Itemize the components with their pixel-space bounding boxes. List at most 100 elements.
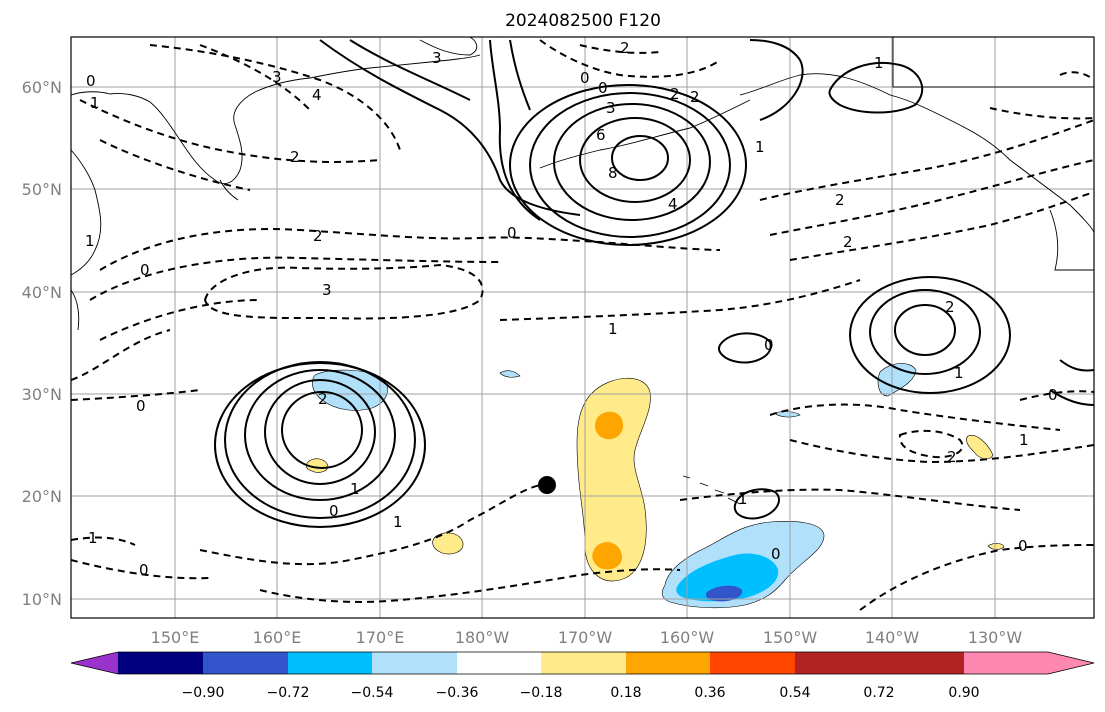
positive-anomaly-core xyxy=(592,542,623,570)
colorbar-extend-low xyxy=(71,652,118,674)
contour-label: 2 xyxy=(843,233,853,251)
contour-label: 3 xyxy=(432,49,442,67)
contour-label: 0 xyxy=(598,79,608,97)
negative-anomaly-core xyxy=(676,553,779,602)
colorbar: −0.90 −0.72 −0.54 −0.36 −0.18 0.18 0.36 … xyxy=(70,651,1095,701)
lat-label: 50°N xyxy=(22,180,62,199)
map-frame xyxy=(70,36,1095,619)
positive-anomaly-region xyxy=(432,532,464,555)
contour-label: 2 xyxy=(313,227,323,245)
lon-label: 160°E xyxy=(253,628,302,647)
colorbar-segment xyxy=(288,652,372,674)
colorbar-tick-label: −0.36 xyxy=(436,685,479,701)
colorbar-segment xyxy=(541,652,626,674)
contour-label: 1 xyxy=(350,480,360,498)
contour-label: 2 xyxy=(690,88,700,106)
colorbar-segment xyxy=(626,652,710,674)
contour-label: 1 xyxy=(88,529,98,547)
lon-label: 170°W xyxy=(558,628,613,647)
plot-title: 2024082500 F120 xyxy=(505,11,661,31)
contour-label: 1 xyxy=(393,513,403,531)
contour-label: 3 xyxy=(322,281,332,299)
contour-label: 3 xyxy=(272,68,282,86)
contour-label: 4 xyxy=(312,86,322,104)
negative-anomaly-region xyxy=(774,411,801,418)
colorbar-ticks: −0.90 −0.72 −0.54 −0.36 −0.18 0.18 0.36 … xyxy=(182,685,980,701)
contour-label: 2 xyxy=(318,390,328,408)
positive-anomaly-region xyxy=(576,377,651,582)
colorbar-tick-label: −0.90 xyxy=(182,685,225,701)
lat-label: 20°N xyxy=(22,487,62,506)
contour-label: 2 xyxy=(945,298,955,316)
contour-label: 6 xyxy=(596,126,606,144)
positive-anomaly-region xyxy=(987,543,1005,550)
lon-label: 130°W xyxy=(968,628,1023,647)
lon-label: 160°W xyxy=(660,628,715,647)
colorbar-tick-label: 0.72 xyxy=(863,685,894,701)
colorbar-tick-label: −0.72 xyxy=(267,685,310,701)
colorbar-outline xyxy=(70,651,1095,675)
contour-label: 0 xyxy=(136,397,146,415)
contour-label: 1 xyxy=(85,232,95,250)
contour-label: 0 xyxy=(140,261,150,279)
contour-label: 1 xyxy=(874,54,884,72)
contour-label: 2 xyxy=(947,448,957,466)
colorbar-segment xyxy=(964,652,1048,674)
contour-label: 4 xyxy=(668,195,678,213)
storm-center-marker xyxy=(538,476,556,494)
contour-label: 0 xyxy=(1048,386,1058,404)
contour-label: 1 xyxy=(738,490,748,508)
contour-label: 3 xyxy=(606,99,616,117)
negative-anomaly-region xyxy=(499,370,521,378)
contour-label: 2 xyxy=(670,85,680,103)
colorbar-segment xyxy=(457,652,541,674)
positive-anomaly-core xyxy=(595,411,624,440)
contour-label: 1 xyxy=(1019,431,1029,449)
contour-label: 2 xyxy=(290,148,300,166)
contour-label: 0 xyxy=(86,72,96,90)
colorbar-segment xyxy=(372,652,457,674)
contour-label: 0 xyxy=(329,502,339,520)
colorbar-segment xyxy=(710,652,795,674)
contour-label: 0 xyxy=(580,69,590,87)
contour-label: 2 xyxy=(620,39,630,57)
colorbar-segment xyxy=(203,652,288,674)
colorbar-tick-label: −0.18 xyxy=(520,685,563,701)
contour-label: 0 xyxy=(507,224,517,242)
lat-label: 10°N xyxy=(22,590,62,609)
contour-label: 0 xyxy=(1018,537,1028,555)
graticule xyxy=(71,37,1094,618)
contour-label: 0 xyxy=(771,545,781,563)
contour-label: 2 xyxy=(835,191,845,209)
lon-label: 170°E xyxy=(356,628,405,647)
contour-label: 1 xyxy=(755,138,765,156)
lon-label: 150°E xyxy=(151,628,200,647)
lat-label: 40°N xyxy=(22,283,62,302)
coastlines xyxy=(71,37,1094,505)
colorbar-tick-label: 0.90 xyxy=(948,685,979,701)
longitude-labels: 150°E 160°E 170°E 180°W 170°W 160°W 150°… xyxy=(151,628,1023,647)
contour-label: 1 xyxy=(90,94,100,112)
lat-label: 60°N xyxy=(22,78,62,97)
contour-label: 0 xyxy=(764,336,774,354)
colorbar-segment xyxy=(795,652,879,674)
contour-label: 0 xyxy=(139,561,149,579)
contour-label: 8 xyxy=(608,164,618,182)
lon-label: 150°W xyxy=(763,628,818,647)
contour-label: 1 xyxy=(954,364,964,382)
negative-anomaly-peak xyxy=(706,585,743,602)
lat-label: 30°N xyxy=(22,385,62,404)
colorbar-tick-label: −0.54 xyxy=(351,685,394,701)
lon-label: 180°W xyxy=(455,628,510,647)
contour-label: 1 xyxy=(608,320,618,338)
colorbar-tick-label: 0.18 xyxy=(610,685,641,701)
positive-anomaly-region xyxy=(966,434,994,460)
lon-label: 140°W xyxy=(865,628,920,647)
contour-labels: 0 1 2 3 4 2 3 0 1 3 6 8 4 1 1 2 0 2 2 0 … xyxy=(85,39,1058,579)
colorbar-tick-label: 0.54 xyxy=(779,685,810,701)
colorbar-extend-high xyxy=(1048,652,1094,674)
contours xyxy=(71,39,1094,611)
colorbar-segment xyxy=(118,652,203,674)
colorbar-segment xyxy=(879,652,964,674)
map-area: 0 1 2 3 4 2 3 0 1 3 6 8 4 1 1 2 0 2 2 0 … xyxy=(71,37,1094,618)
